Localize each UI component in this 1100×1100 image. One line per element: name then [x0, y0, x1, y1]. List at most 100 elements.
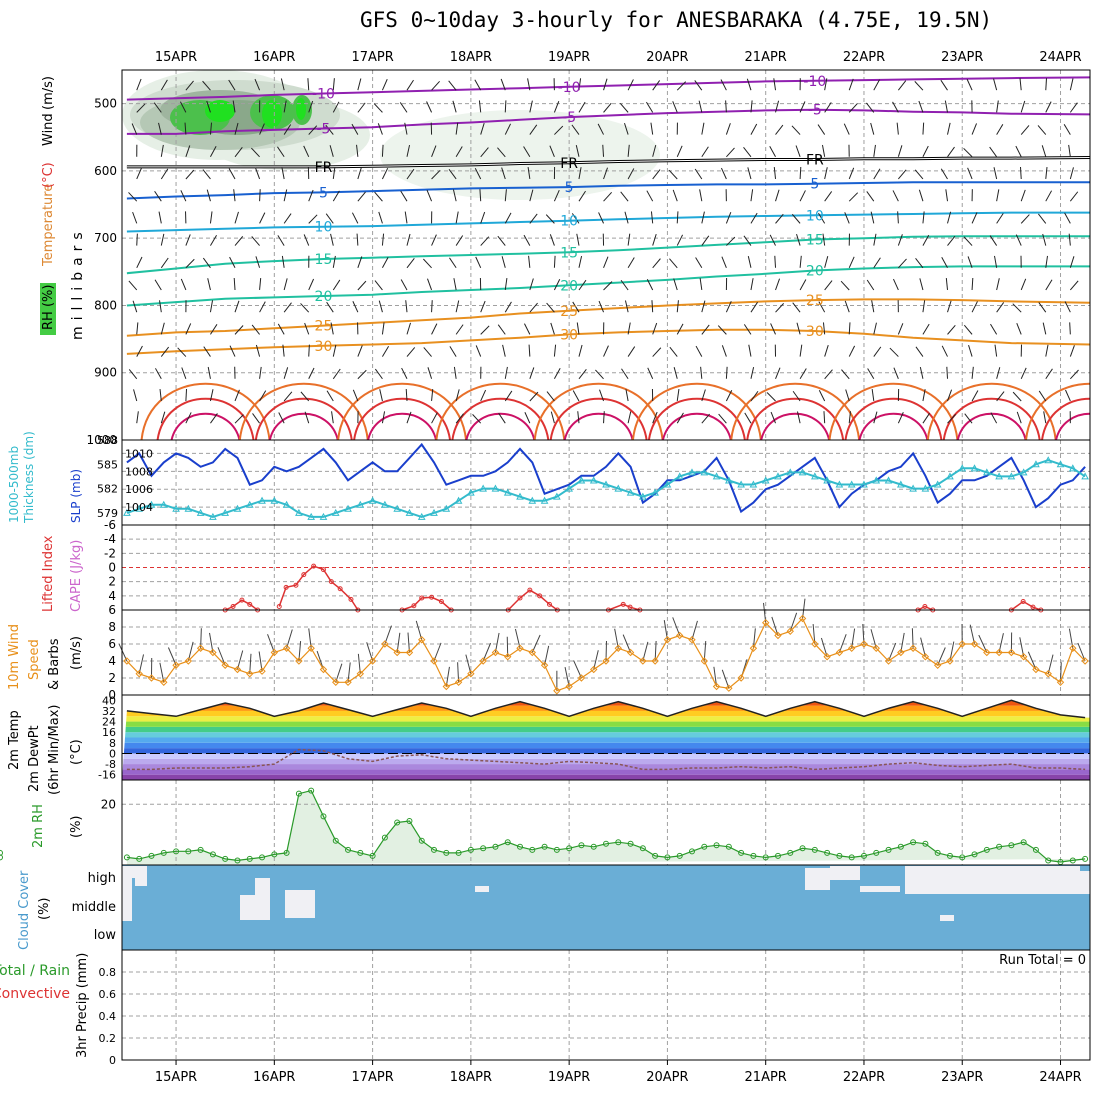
isotherm-label: 20	[315, 289, 333, 305]
thickness-point	[577, 476, 586, 484]
wind-barb	[914, 81, 924, 91]
isotherm-label: FR	[560, 156, 578, 172]
thickness-point	[1068, 464, 1077, 472]
wind-barb	[332, 167, 336, 180]
wind-barb	[721, 256, 727, 268]
wind-speed-point	[184, 657, 193, 665]
wind-barb	[210, 413, 218, 424]
wind-barb	[431, 412, 438, 424]
wind-barb	[848, 167, 855, 180]
rh-point	[590, 843, 597, 850]
wind-barb	[651, 300, 654, 313]
warm-contour-arch	[647, 397, 746, 440]
wind-barb-10m	[838, 634, 847, 653]
precip-tick-label: 0.6	[99, 988, 117, 1001]
isotherm-label: 20	[806, 263, 824, 279]
wind-speed-point	[712, 682, 721, 691]
wind-barb-10m	[1027, 651, 1037, 670]
wind-barb	[529, 391, 539, 402]
wind-barb	[329, 145, 334, 157]
rh-line	[126, 789, 1086, 863]
wind-barb	[775, 367, 781, 379]
wind-barb	[185, 145, 191, 157]
wind-barb	[381, 167, 389, 180]
rh-contour-fill	[262, 100, 282, 128]
wind-barb-10m	[1077, 642, 1086, 662]
li-tick-label: 6	[108, 603, 116, 617]
warm-contour-arch	[367, 412, 438, 440]
thickness-point	[295, 508, 303, 516]
wind-barb-10m	[663, 620, 668, 640]
wind-barb	[646, 190, 654, 202]
wind-barb	[892, 190, 899, 202]
wind-barb	[575, 144, 580, 157]
wind-barb	[207, 366, 211, 379]
wind-speed-point	[332, 678, 340, 686]
rh-point	[234, 857, 241, 864]
wind-barb	[523, 146, 531, 158]
wind-barb	[553, 101, 560, 113]
wind-barb	[966, 79, 973, 91]
wind-barb	[770, 411, 776, 424]
precip-tick-label: 0.4	[99, 1010, 117, 1023]
li-point	[311, 563, 317, 569]
warm-contour-arch	[730, 382, 861, 440]
wind-barb	[357, 102, 366, 113]
wind-barb	[374, 191, 383, 202]
wind-barb	[453, 278, 457, 291]
t2m-band	[122, 742, 1090, 749]
t2m-band	[122, 710, 1090, 717]
wind-barb	[283, 124, 292, 135]
wind-barb	[378, 300, 383, 313]
thickness-point	[503, 488, 512, 496]
wind-barb-10m	[167, 647, 177, 666]
thickness-point	[344, 504, 352, 512]
wind-barb	[203, 346, 211, 357]
wind-barb	[603, 167, 608, 180]
wind-barb	[865, 102, 875, 113]
wind-barb	[944, 100, 948, 113]
wind-speed-point	[565, 682, 573, 691]
wind-barb	[374, 280, 383, 291]
wind-barb	[799, 101, 806, 113]
wind-barb	[897, 211, 899, 224]
wind-barb	[160, 346, 170, 357]
wind-barb	[431, 170, 441, 180]
wind-barb	[796, 322, 801, 335]
wind-barb	[1038, 302, 1047, 313]
thickness-point	[602, 480, 610, 488]
wind-barb	[210, 145, 217, 158]
wind-barb	[1069, 191, 1079, 202]
wind-speed-point	[1081, 657, 1089, 665]
wind-barb	[426, 189, 433, 202]
thickness-point	[774, 472, 782, 480]
wind-barb	[406, 322, 411, 335]
rh-point	[1008, 842, 1015, 849]
wind-barb	[725, 123, 731, 135]
millibars-label: millibars	[70, 226, 86, 340]
rh-area	[126, 790, 1086, 865]
wind-barb	[381, 233, 385, 246]
rh-point	[713, 842, 720, 849]
wind-barb	[159, 300, 162, 313]
wind-barb	[694, 168, 703, 180]
wind-barb	[136, 78, 142, 91]
wind-barb	[277, 235, 285, 246]
thickness-point	[1032, 460, 1040, 468]
li-point	[527, 587, 533, 593]
wind-speed-point	[528, 648, 537, 657]
wind-speed-point	[454, 678, 463, 686]
thickness-point	[896, 480, 905, 488]
wind-barb-10m	[514, 628, 521, 649]
rh-point	[836, 852, 843, 859]
wind-barb	[743, 324, 752, 335]
wind-barb	[128, 280, 138, 291]
thickness-point	[884, 476, 893, 484]
rh-point	[295, 790, 302, 797]
wind-speed-point	[172, 661, 180, 669]
rh-point	[627, 840, 634, 847]
wind-barb	[480, 389, 487, 402]
wind-speed-point	[196, 644, 205, 652]
wind-barb	[848, 192, 859, 202]
wind-barb	[1045, 255, 1048, 268]
